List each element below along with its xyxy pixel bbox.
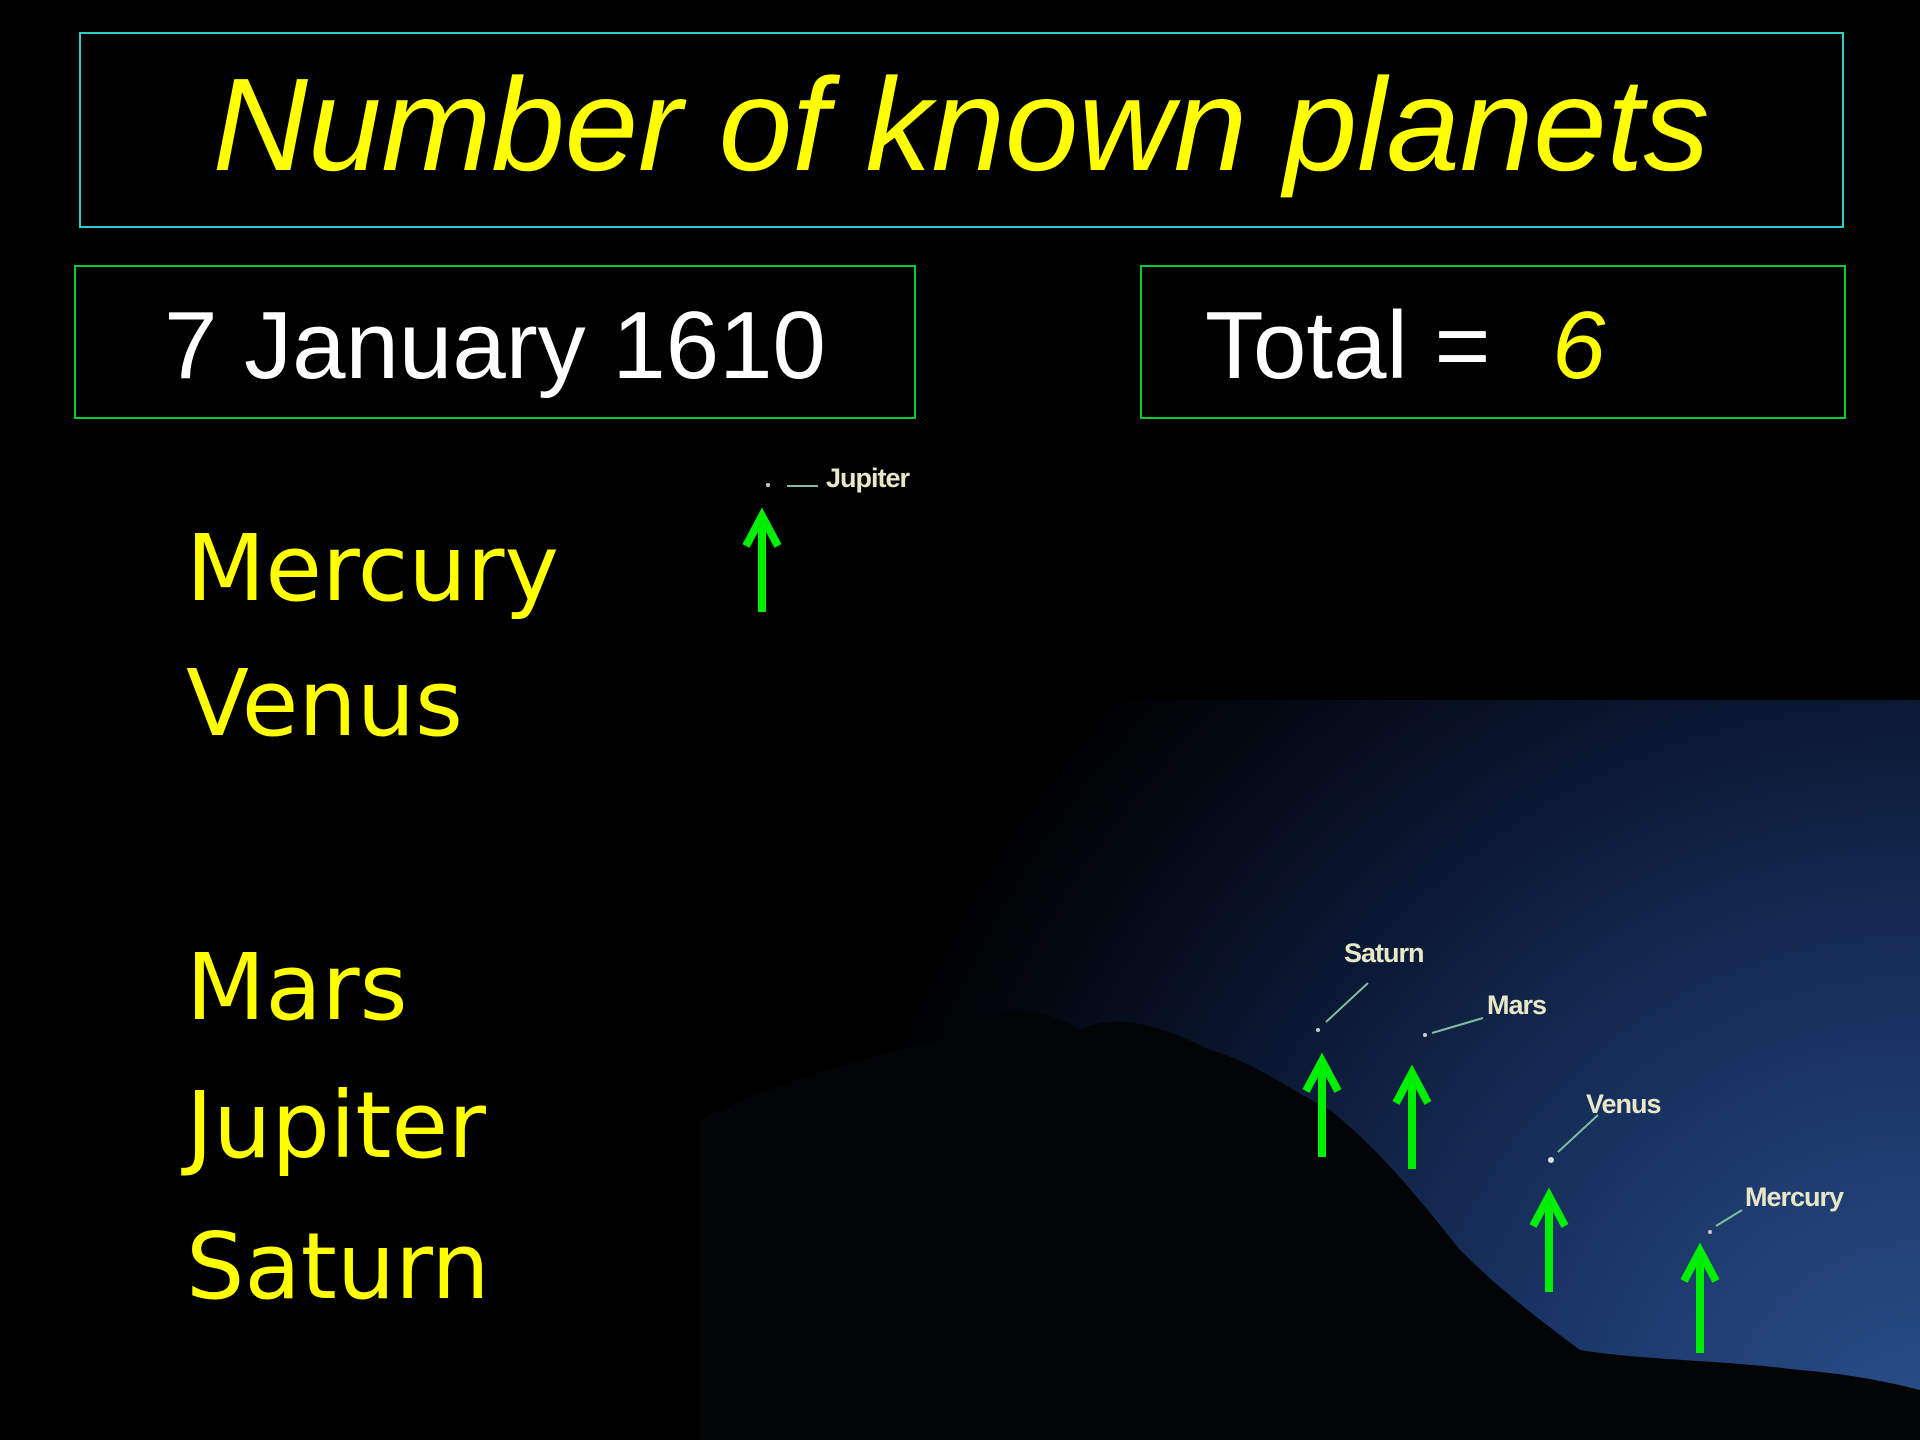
planet-dot bbox=[1423, 1033, 1427, 1037]
planet-dot bbox=[766, 483, 770, 487]
planet-dot bbox=[1548, 1157, 1554, 1163]
photo-label: Jupiter bbox=[826, 463, 911, 493]
photo-label: Mercury bbox=[1745, 1182, 1844, 1212]
photo-label: Venus bbox=[1586, 1089, 1661, 1119]
title: Number of known planets bbox=[213, 51, 1710, 198]
planet-dot bbox=[1316, 1028, 1320, 1032]
total-value: 6 bbox=[1552, 292, 1606, 399]
planet-name: Mars bbox=[186, 934, 408, 1041]
slide: Number of known planets 7 January 1610 T… bbox=[0, 0, 1920, 1440]
date: 7 January 1610 bbox=[164, 292, 826, 399]
planet-dot bbox=[1708, 1230, 1712, 1234]
photo-label: Saturn bbox=[1344, 938, 1424, 968]
photo-label: Mars bbox=[1487, 990, 1546, 1020]
planet-name: Mercury bbox=[186, 515, 559, 622]
planet-name: Saturn bbox=[186, 1213, 490, 1320]
total-label: Total = bbox=[1205, 292, 1491, 399]
planet-name: Jupiter bbox=[181, 1072, 486, 1179]
planet-name: Venus bbox=[186, 650, 463, 757]
